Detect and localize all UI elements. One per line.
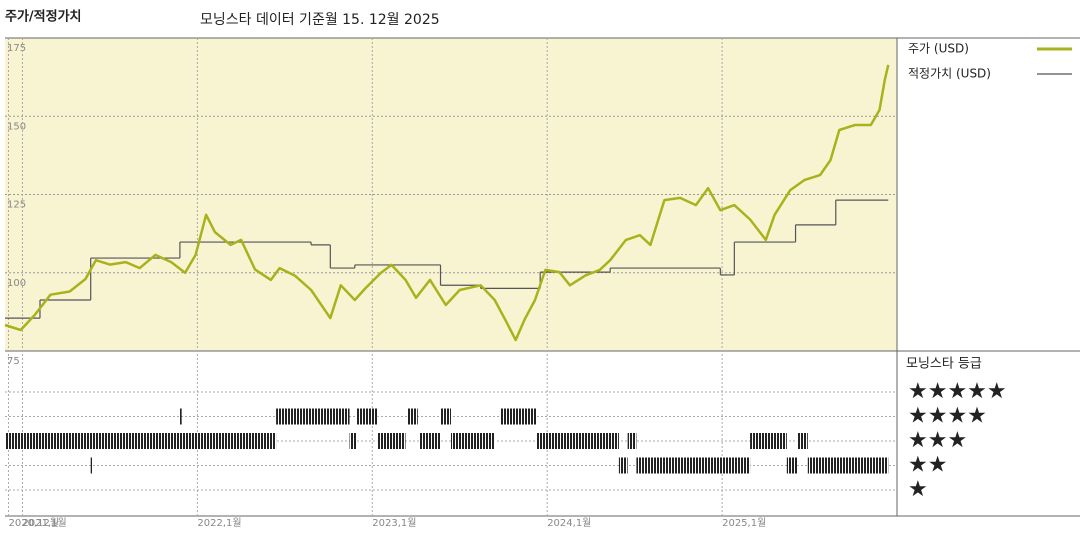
rating-period (5, 433, 277, 449)
rating-period (90, 457, 93, 474)
rating-period (407, 408, 418, 425)
rating-period (499, 408, 537, 425)
y-tick-label: 175 (7, 43, 26, 54)
rating-period (276, 408, 350, 425)
rating-period (377, 433, 406, 449)
rating-label: ★★★★★ (908, 379, 1007, 404)
rating-period (750, 433, 787, 449)
x-tick-label: 2025,1월 (722, 517, 766, 529)
rating-label: ★★★ (908, 428, 967, 453)
rating-period (786, 457, 798, 474)
rating-period (797, 433, 808, 449)
y-tick-label: 100 (7, 278, 26, 289)
rating-period (419, 433, 441, 449)
rating-period (440, 408, 451, 425)
rating-period (627, 433, 637, 449)
x-tick-label: 2020,12월 (8, 517, 59, 529)
rating-period (451, 433, 495, 449)
rating-title: 모닝스타 등급 (906, 357, 982, 372)
x-tick-label: 2021,1월 (22, 517, 66, 529)
x-tick-label: 2024,1월 (547, 517, 591, 529)
y-tick-label: 125 (7, 200, 26, 211)
rating-label: ★★★★ (908, 404, 987, 429)
price-line (4, 64, 890, 342)
y-tick-label: 75 (7, 356, 20, 367)
chart-title: 주가/적정가치 (5, 9, 82, 25)
legend-label: 주가 (USD) (908, 42, 969, 56)
y-tick-label: 150 (7, 121, 26, 132)
rating-period (536, 433, 619, 449)
rating-period (349, 433, 357, 449)
rating-label: ★ (908, 477, 928, 502)
rating-period (356, 408, 378, 425)
x-tick-label: 2023,1월 (372, 517, 416, 529)
x-tick-label: 2022,1월 (197, 517, 241, 529)
rating-label: ★★ (908, 453, 947, 478)
legend-label: 적정가치 (USD) (908, 67, 991, 81)
rating-period (618, 457, 628, 474)
chart-subtitle: 모닝스타 데이터 기준월 15. 12월 2025 (200, 12, 440, 28)
rating-period (636, 457, 751, 474)
rating-period (807, 457, 889, 474)
rating-period (179, 408, 182, 425)
